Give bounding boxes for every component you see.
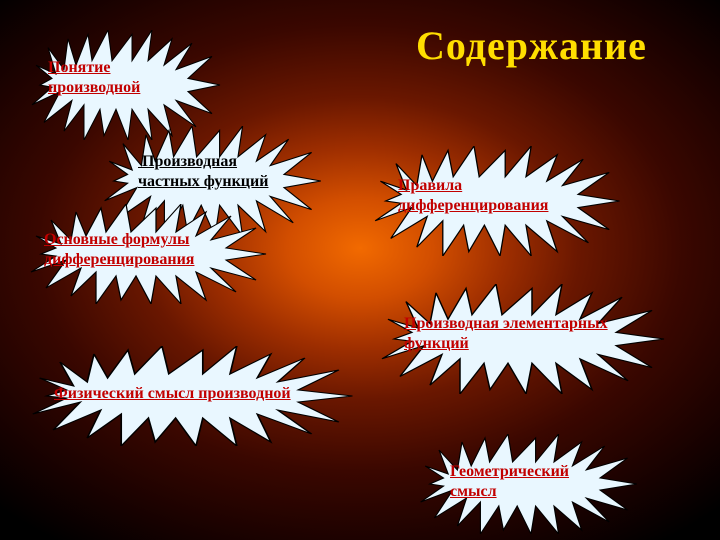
toc-link-label: Геометрический смысл — [450, 462, 569, 502]
toc-link-label: Правила дифференцирования — [398, 176, 548, 216]
toc-link-label: Производная частных функций — [138, 152, 268, 192]
toc-link-label: Физический смысл производной — [54, 384, 291, 404]
toc-link-formulas[interactable]: Основные формулы дифференцирования — [26, 204, 276, 304]
toc-link-physical[interactable]: Физический смысл производной — [26, 346, 366, 446]
toc-link-concept[interactable]: Понятие производной — [28, 30, 228, 140]
toc-link-geometric[interactable]: Геометрический смысл — [416, 434, 646, 534]
toc-link-rules[interactable]: Правила дифференцирования — [370, 146, 630, 256]
toc-link-label: Понятие производной — [48, 58, 140, 98]
toc-link-label: Основные формулы дифференцирования — [44, 230, 194, 270]
toc-link-label: Производная элементарных функций — [404, 314, 608, 354]
toc-link-elementary[interactable]: Производная элементарных функций — [376, 284, 676, 394]
page-title: Содержание — [416, 22, 647, 69]
